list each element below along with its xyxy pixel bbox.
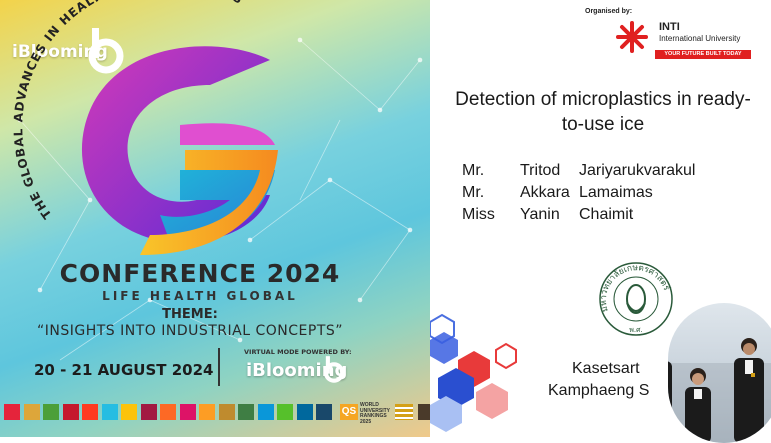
presenter-middle [685, 368, 711, 443]
author-1-first: Tritod [520, 162, 561, 179]
presenter-right [734, 338, 764, 443]
ranking-bars-icon [395, 404, 413, 420]
institution-line-1: Kasetsart [572, 360, 640, 377]
sdg-goal-1-icon [4, 404, 20, 420]
sdg-goal-15-icon [277, 404, 293, 420]
ranking-text: WORLD UNIVERSITY RANKINGS 2025 [360, 402, 390, 425]
qs-badge: QS [340, 404, 358, 420]
sdg-goal-7-icon [121, 404, 137, 420]
organised-by-label: Organised by: [585, 8, 633, 15]
virtual-mode-label: VIRTUAL MODE POWERED BY: [244, 348, 352, 356]
university-crest-icon [418, 404, 430, 420]
conference-dates: 20 - 21 AUGUST 2024 [34, 361, 214, 379]
network-background [0, 0, 430, 437]
sdg-goal-3-icon [43, 404, 59, 420]
author-1-prefix: Mr. [462, 162, 485, 179]
powered-by-logo-text: iBlooming [246, 360, 348, 381]
sdg-goal-5-icon [82, 404, 98, 420]
theme-text: “INSIGHTS INTO INDUSTRIAL CONCEPTS” [36, 323, 344, 339]
author-2-last: Lamaimas [579, 184, 653, 201]
inti-name: INTI [659, 21, 680, 33]
inti-tagline: YOUR FUTURE BUILT TODAY [655, 50, 751, 59]
sdg-goal-8-icon [140, 404, 157, 420]
sdg-goal-2-icon [23, 404, 40, 420]
sdg-goal-16-icon [296, 404, 313, 420]
sdg-goal-9-icon [160, 404, 176, 420]
author-1-last: Jariyarukvarakul [579, 162, 696, 179]
iblooming-logo-text: iBlooming [12, 42, 108, 62]
sdg-goal-11-icon [199, 404, 215, 420]
presenters-image [668, 338, 771, 443]
title-line-2: to-use ice [561, 114, 645, 135]
sdg-goal-12-icon [218, 404, 235, 420]
conference-poster: iBlooming THE GLOBAL ADVANCES IN HEALTH … [0, 0, 430, 437]
sdg-goal-6-icon [101, 404, 118, 420]
presentation-title: Detection of microplastics in ready- to-… [435, 87, 771, 137]
title-line-1: Detection of microplastics in ready- [455, 89, 751, 110]
inti-star-logo-icon [616, 21, 648, 53]
sdg-goal-14-icon [257, 404, 274, 420]
institution-line-2: Kamphaeng S [548, 382, 650, 399]
g-logo-icon [81, 46, 278, 255]
kasetsart-seal-icon: มหาวิทยาลัยเกษตรศาสตร์ พ.ศ. [599, 262, 673, 336]
ranking-year: 2025 [360, 418, 372, 425]
seal-subtext: พ.ศ. [629, 326, 643, 334]
author-2-prefix: Mr. [462, 184, 485, 201]
author-3-first: Yanin [520, 206, 560, 223]
sdg-goal-17-icon [316, 404, 332, 420]
author-3-prefix: Miss [462, 206, 495, 223]
iblooming-b-icon [88, 28, 124, 74]
author-2-first: Akkara [520, 184, 570, 201]
theme-label: THEME: [162, 307, 218, 322]
conference-title: CONFERENCE 2024 [59, 259, 341, 288]
sdg-goal-13-icon [238, 404, 254, 420]
hexagon-decoration [430, 313, 517, 432]
author-3-last: Chaimit [579, 206, 634, 223]
sdg-goal-4-icon [62, 404, 79, 420]
presenter-video-feed [668, 303, 771, 443]
date-divider [218, 348, 220, 386]
sdg-goal-10-icon [179, 404, 196, 420]
inti-full-name: International University [659, 34, 741, 43]
iblooming-small-b-icon [323, 356, 345, 383]
conference-subtitle: LIFE HEALTH GLOBAL [102, 289, 298, 303]
ranking-label: WORLD UNIVERSITY RANKINGS [360, 402, 390, 419]
